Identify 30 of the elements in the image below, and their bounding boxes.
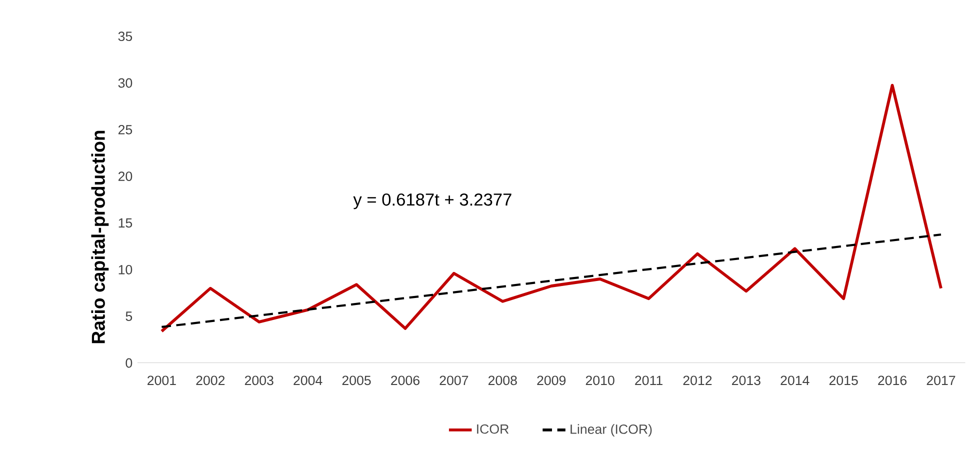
annotation: y = 0.6187t + 3.2377 — [353, 193, 512, 210]
x-tick-label: 2012 — [683, 376, 712, 386]
y-tick-label: 0 — [126, 358, 132, 368]
x-tick-label: 2006 — [391, 376, 420, 386]
line-series — [160, 84, 942, 333]
x-tick-label: 2010 — [586, 376, 614, 386]
y-tick-label: 10 — [118, 264, 132, 274]
x-tick-label: 2003 — [244, 376, 274, 386]
x-tick-label: 2001 — [148, 376, 176, 386]
x-tick-label: 2011 — [635, 376, 662, 386]
y-axis-title: Ratio capital-production — [91, 130, 109, 344]
x-tick-label: 2007 — [440, 376, 468, 386]
x-tick-label: 2002 — [196, 376, 225, 386]
y-tick-label: 15 — [118, 218, 132, 228]
x-tick-label: 2009 — [537, 376, 566, 386]
x-tick-label: 2016 — [878, 376, 907, 386]
legend-label: ICOR — [477, 424, 509, 434]
y-tick-label: 35 — [118, 32, 132, 42]
x-tick-label: 2005 — [342, 376, 371, 386]
x-tick-label: 2014 — [780, 376, 810, 386]
x-tick-label: 2013 — [732, 376, 760, 386]
x-tick-label: 2008 — [488, 376, 517, 386]
y-tick-label: 30 — [118, 78, 132, 88]
y-tick-label: 25 — [118, 124, 132, 134]
x-tick-label: 2004 — [294, 376, 322, 386]
x-tick-label: 2017 — [926, 376, 956, 386]
y-tick-label: 5 — [126, 312, 132, 321]
y-tick-label: 20 — [118, 172, 132, 182]
x-tick-label: 2015 — [829, 376, 858, 386]
legend-label: Linear (ICOR) — [570, 424, 652, 437]
